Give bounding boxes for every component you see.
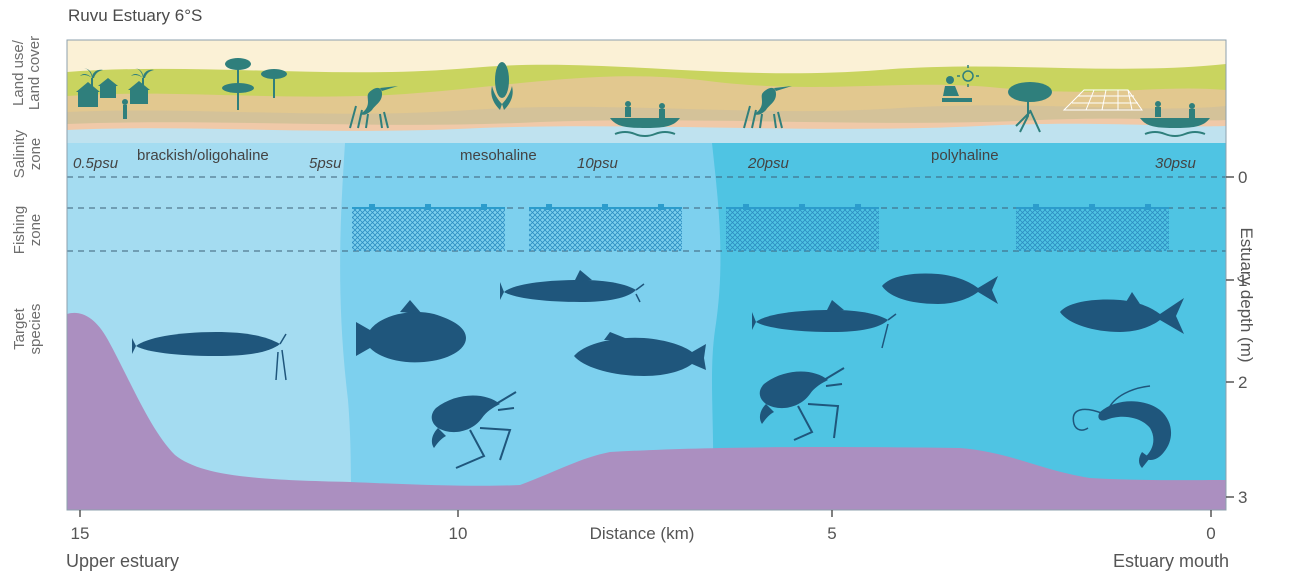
land-cover-band: [67, 40, 1226, 146]
depth-axis: [1226, 176, 1234, 498]
mullet-icon: [1060, 292, 1184, 334]
mangrove-icon: [1008, 82, 1052, 133]
village-icon: [76, 68, 154, 119]
shrimp-icon: [1072, 385, 1172, 468]
fishing-nets: [352, 204, 1169, 251]
heron-icon: [743, 86, 792, 129]
shrimp-icon: [431, 391, 517, 469]
distance-tick-label: 15: [71, 524, 90, 543]
grouper-icon: [574, 332, 706, 376]
psu-label: 5psu: [309, 155, 342, 172]
fishing-net: [352, 204, 505, 251]
distance-axis: [79, 510, 1212, 517]
canoe-fishers-icon: [1140, 101, 1210, 137]
canoe-fishers-icon: [610, 101, 680, 137]
heron-icon: [349, 86, 398, 129]
distance-axis-label: Distance (km): [590, 524, 695, 543]
grouper-icon: [356, 300, 466, 363]
psu-label: 0.5psu: [73, 155, 119, 172]
catfish-icon: [500, 270, 645, 303]
upper-estuary-label: Upper estuary: [66, 551, 180, 571]
depth-tick-label: 3: [1238, 488, 1247, 507]
milkfish-icon: [882, 273, 998, 304]
psu-label: 20psu: [747, 155, 790, 172]
riverbed: [67, 312, 1226, 510]
diagram-title: Ruvu Estuary 6°S: [68, 6, 203, 25]
depth-tick-label: 2: [1238, 373, 1247, 392]
distance-tick-label: 10: [449, 524, 468, 543]
distance-tick-label: 0: [1206, 524, 1215, 543]
depth-tick-label: 0: [1238, 168, 1247, 187]
salt-pans-icon: [1062, 89, 1143, 111]
estuary-mouth-label: Estuary mouth: [1112, 551, 1229, 571]
distance-tick-label: 5: [827, 524, 836, 543]
plot-frame: [66, 39, 1227, 511]
salinity-zone-label: brackish/oligohaline: [137, 147, 269, 164]
farmer-icon: [942, 65, 979, 102]
salinity-labels: 0.5psu brackish/oligohaline 5psu mesohal…: [73, 147, 1197, 172]
shrimp-icon: [759, 367, 845, 441]
catfish-icon: [752, 300, 897, 349]
fishing-net: [529, 204, 682, 251]
acacia-tree-icon: [222, 58, 287, 110]
catfish-icon: [132, 332, 287, 381]
salinity-zone-label: polyhaline: [931, 147, 999, 164]
salinity-zone-label: mesohaline: [460, 147, 537, 164]
psu-label: 10psu: [577, 155, 619, 172]
maize-icon: [491, 62, 513, 110]
fishing-net: [726, 204, 879, 251]
depth-axis-label: Estuary depth (m): [1237, 227, 1256, 363]
psu-label: 30psu: [1155, 155, 1197, 172]
fishing-net: [1016, 204, 1169, 251]
depth-tick-label: 1: [1238, 271, 1247, 290]
